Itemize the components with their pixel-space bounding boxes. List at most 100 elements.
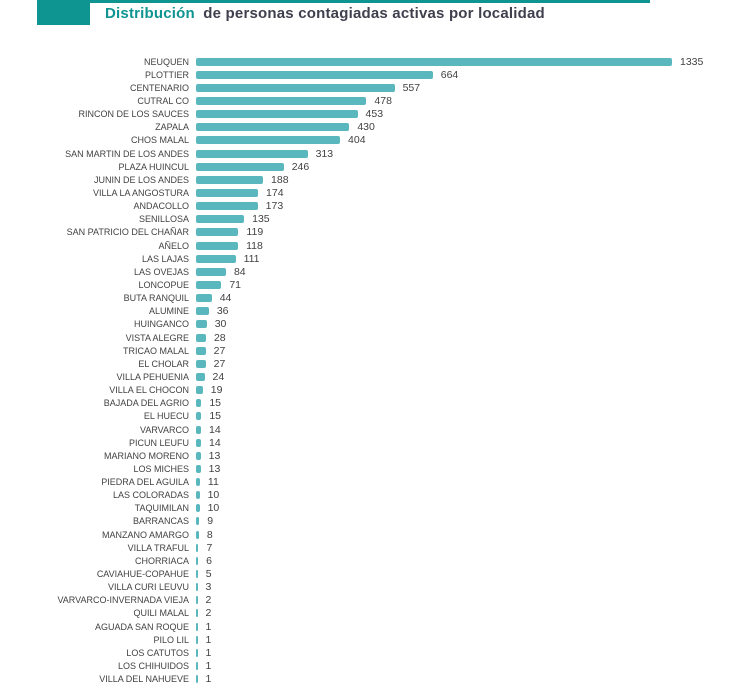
- bar[interactable]: [196, 451, 201, 460]
- bar-track: 6: [196, 554, 751, 567]
- value-label: 30: [214, 318, 227, 331]
- category-label: CHOS MALAL: [130, 135, 189, 146]
- bar[interactable]: [196, 320, 207, 329]
- value-label: 1: [205, 620, 212, 633]
- chart-row: ZAPALA 430: [0, 121, 751, 134]
- bar[interactable]: [196, 504, 200, 513]
- bar[interactable]: [196, 83, 395, 92]
- value-label: 557: [402, 81, 421, 94]
- chart-row: MANZANO AMARGO 8: [0, 528, 751, 541]
- bar[interactable]: [196, 307, 209, 316]
- chart-row: PLAZA HUINCUL 246: [0, 160, 751, 173]
- bar[interactable]: [196, 412, 202, 421]
- bar[interactable]: [196, 635, 198, 644]
- bar-track: 71: [196, 278, 751, 291]
- bar[interactable]: [196, 267, 226, 276]
- bar-track: 27: [196, 357, 751, 370]
- bar-track: 24: [196, 370, 751, 383]
- chart-row: EL HUECU 15: [0, 410, 751, 423]
- bar[interactable]: [196, 215, 245, 224]
- bar[interactable]: [196, 425, 201, 434]
- value-label: 430: [357, 121, 375, 134]
- bar[interactable]: [196, 543, 199, 552]
- bar[interactable]: [196, 622, 198, 631]
- bar[interactable]: [196, 57, 672, 66]
- bar-track: 15: [196, 397, 751, 410]
- bar[interactable]: [196, 530, 199, 539]
- bar[interactable]: [196, 188, 259, 197]
- value-label: 404: [348, 134, 366, 147]
- chart-row: AÑELO 118: [0, 239, 751, 252]
- category-label: VILLA LA ANGOSTURA: [92, 187, 189, 198]
- bar-track: 1: [196, 646, 751, 659]
- value-label: 71: [229, 278, 241, 291]
- bar[interactable]: [196, 662, 198, 671]
- value-label: 188: [271, 173, 289, 186]
- chart-row: VILLA DEL NAHUEVE 1: [0, 673, 751, 686]
- chart-row: MARIANO MORENO 13: [0, 449, 751, 462]
- category-label: LOS CATUTOS: [126, 647, 189, 658]
- bar[interactable]: [196, 333, 206, 342]
- bar[interactable]: [196, 675, 198, 684]
- value-label: 14: [208, 436, 221, 449]
- bar-track: 404: [196, 134, 751, 147]
- value-label: 8: [206, 528, 213, 541]
- bar[interactable]: [196, 609, 198, 618]
- bar[interactable]: [196, 202, 258, 211]
- bar-track: 13: [196, 462, 751, 475]
- bar[interactable]: [196, 228, 239, 237]
- bar[interactable]: [196, 372, 205, 381]
- chart-row: NEUQUEN 1335: [0, 55, 751, 68]
- bar[interactable]: [196, 556, 199, 565]
- value-label: 19: [210, 384, 223, 397]
- category-label: LOS CHIHUIDOS: [117, 661, 189, 672]
- value-label: 119: [246, 226, 264, 239]
- chart-row: LAS OVEJAS 84: [0, 265, 751, 278]
- bar[interactable]: [196, 162, 284, 171]
- chart-row: VISTA ALEGRE 28: [0, 331, 751, 344]
- bar[interactable]: [196, 96, 367, 105]
- bar[interactable]: [196, 399, 202, 408]
- bar[interactable]: [196, 438, 201, 447]
- category-label: RINCON DE LOS SAUCES: [78, 109, 189, 120]
- bar[interactable]: [196, 294, 212, 303]
- bar[interactable]: [196, 136, 341, 145]
- chart-row: BAJADA DEL AGRIO 15: [0, 397, 751, 410]
- bar[interactable]: [196, 346, 206, 355]
- bar[interactable]: [196, 123, 350, 132]
- value-label: 6: [206, 554, 212, 567]
- bar[interactable]: [196, 359, 206, 368]
- bar[interactable]: [196, 596, 198, 605]
- bar-track: 1335: [196, 55, 751, 68]
- bar-track: 1: [196, 620, 751, 633]
- bar[interactable]: [196, 464, 201, 473]
- bar[interactable]: [196, 648, 198, 657]
- bar-track: 557: [196, 81, 751, 94]
- bar[interactable]: [196, 386, 203, 395]
- bar[interactable]: [196, 110, 358, 119]
- bar[interactable]: [196, 149, 308, 158]
- bar[interactable]: [196, 70, 433, 79]
- chart-row: LOS MICHES 13: [0, 462, 751, 475]
- category-label: TAQUIMILAN: [134, 503, 189, 514]
- category-label: VARVARCO-INVERNADA VIEJA: [57, 595, 189, 606]
- category-label: VILLA PEHUENIA: [116, 371, 189, 382]
- bar[interactable]: [196, 491, 200, 500]
- bar[interactable]: [196, 241, 239, 250]
- bar[interactable]: [196, 478, 200, 487]
- bar-track: 14: [196, 423, 751, 436]
- category-label: CHORRIACA: [134, 555, 189, 566]
- category-label: LOS MICHES: [133, 463, 189, 474]
- bar[interactable]: [196, 570, 198, 579]
- bar-track: 246: [196, 160, 751, 173]
- bar[interactable]: [196, 254, 236, 263]
- bar[interactable]: [196, 583, 198, 592]
- category-label: HUINGANCO: [133, 319, 189, 330]
- bar[interactable]: [196, 175, 264, 184]
- bar-track: 10: [196, 489, 751, 502]
- chart-row: LAS COLORADAS 10: [0, 489, 751, 502]
- category-label: CAVIAHUE-COPAHUE: [96, 569, 189, 580]
- bar[interactable]: [196, 517, 200, 526]
- bar[interactable]: [196, 280, 222, 289]
- chart-row: QUILI MALAL 2: [0, 607, 751, 620]
